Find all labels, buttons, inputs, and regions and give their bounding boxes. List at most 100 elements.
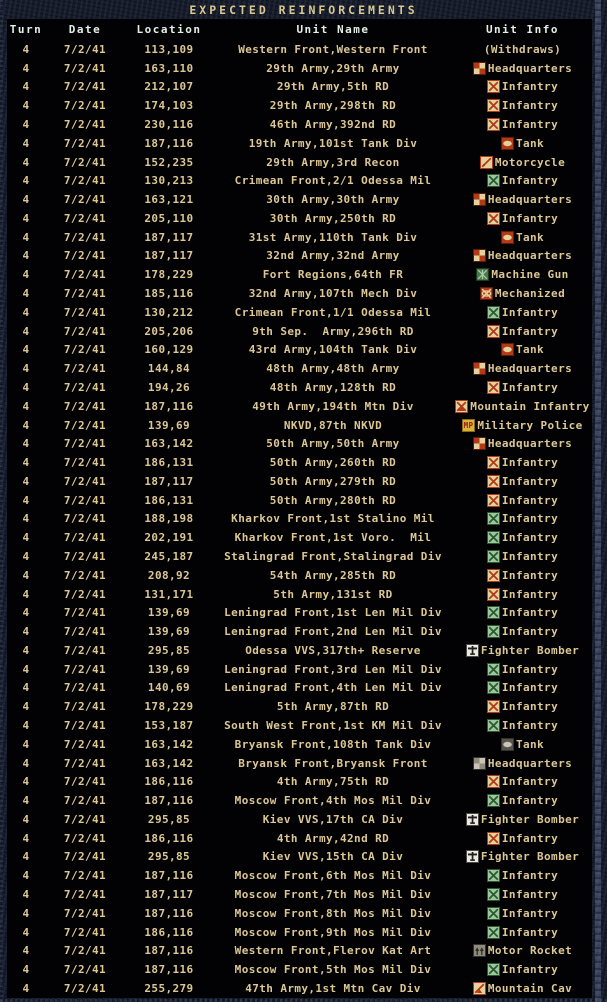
table-row[interactable]: 4 7/2/41 163,142 Bryansk Front,Bryansk Fron… <box>7 754 592 773</box>
location-cell: 187,116 <box>144 136 194 150</box>
table-row[interactable]: 4 7/2/41 187,117 Moscow Front,7th Mos Mil D… <box>7 885 592 904</box>
unit-info-cell: Motorcycle <box>453 155 592 169</box>
unit-name-cell: Moscow Front,6th Mos Mil Div <box>234 869 432 883</box>
infantry-icon <box>486 888 500 902</box>
unit-info-label: Infantry <box>501 888 559 902</box>
unit-info-cell: Tank <box>453 737 592 751</box>
unit-info-cell: Infantry <box>453 963 592 977</box>
infantry-icon <box>486 963 500 977</box>
table-row[interactable]: 4 7/2/41 178,229 Fort Regions,64th FR Machin… <box>7 265 592 284</box>
unit-name-cell: Kiev VVS,15th CA Div <box>262 850 404 864</box>
table-row[interactable]: 4 7/2/41 202,191 Kharkov Front,1st Voro. Mi… <box>7 528 592 547</box>
unit-info-cell: Mechanized <box>453 287 592 301</box>
table-row[interactable]: 4 7/2/41 194,26 48th Army,128th RD Infantry <box>7 378 592 397</box>
table-row[interactable]: 4 7/2/41 186,131 50th Army,260th RD Infantry <box>7 453 592 472</box>
table-row[interactable]: 4 7/2/41 187,116 49th Army,194th Mtn Div Mou… <box>7 397 592 416</box>
unit-info-cell: Infantry <box>453 531 592 545</box>
infantry-icon <box>486 118 500 132</box>
table-row[interactable]: 4 7/2/41 139,69 Leningrad Front,2nd Len Mil… <box>7 622 592 641</box>
table-row[interactable]: 4 7/2/41 130,213 Crimean Front,2/1 Odessa M… <box>7 171 592 190</box>
table-row[interactable]: 4 7/2/41 187,116 Moscow Front,8th Mos Mil D… <box>7 904 592 923</box>
table-row[interactable]: 4 7/2/41 187,116 Moscow Front,6th Mos Mil D… <box>7 866 592 885</box>
table-row[interactable]: 4 7/2/41 163,121 30th Army,30th Army Headqua… <box>7 190 592 209</box>
table-row[interactable]: 4 7/2/41 140,69 Leningrad Front,4th Len Mil… <box>7 679 592 698</box>
table-row[interactable]: 4 7/2/41 187,116 Moscow Front,5th Mos Mil D… <box>7 960 592 979</box>
table-row[interactable]: 4 7/2/41 208,92 54th Army,285th RD Infantry <box>7 566 592 585</box>
header-date: Date <box>68 23 102 36</box>
location-cell: 187,117 <box>144 230 194 244</box>
unit-info-label: Infantry <box>501 531 559 545</box>
date-cell: 7/2/41 <box>63 625 107 639</box>
unit-info-label: Infantry <box>501 380 559 394</box>
table-row[interactable]: 4 7/2/41 139,69 Leningrad Front,3rd Len Mil… <box>7 660 592 679</box>
table-row[interactable]: 4 7/2/41 139,69 NKVD,87th NKVD MP Military Po… <box>7 416 592 435</box>
table-row[interactable]: 4 7/2/41 295,85 Kiev VVS,15th CA Div Fighter… <box>7 848 592 867</box>
table-row[interactable]: 4 7/2/41 187,116 Moscow Front,4th Mos Mil D… <box>7 791 592 810</box>
unit-name-cell: 50th Army,260th RD <box>269 456 397 470</box>
table-row[interactable]: 4 7/2/41 163,142 Bryansk Front,108th Tank D… <box>7 735 592 754</box>
table-row[interactable]: 4 7/2/41 295,85 Odessa VVS,317th+ Reserve Fi… <box>7 641 592 660</box>
unit-name-cell: NKVD,87th NKVD <box>283 418 383 432</box>
table-row[interactable]: 4 7/2/41 212,107 29th Army,5th RD Infantry <box>7 78 592 97</box>
unit-info-cell: Infantry <box>453 80 592 94</box>
table-row[interactable]: 4 7/2/41 163,110 29th Army,29th Army Headqua… <box>7 59 592 78</box>
table-row[interactable]: 4 7/2/41 205,110 30th Army,250th RD Infantry <box>7 209 592 228</box>
unit-info-cell: Infantry <box>453 549 592 563</box>
table-row[interactable]: 4 7/2/41 186,116 4th Army,42nd RD Infantry <box>7 829 592 848</box>
infantry-icon <box>486 681 500 695</box>
table-row[interactable]: 4 7/2/41 186,116 4th Army,75th RD Infantry <box>7 772 592 791</box>
table-row[interactable]: 4 7/2/41 188,198 Kharkov Front,1st Stalino … <box>7 510 592 529</box>
location-cell: 174,103 <box>144 99 194 113</box>
unit-info-cell: Tank <box>453 343 592 357</box>
table-row[interactable]: 4 7/2/41 144,84 48th Army,48th Army Headquar… <box>7 359 592 378</box>
unit-info-cell: Infantry <box>453 324 592 338</box>
date-cell: 7/2/41 <box>63 380 107 394</box>
turn-cell: 4 <box>22 606 30 620</box>
table-row[interactable]: 4 7/2/41 186,131 50th Army,280th RD Infantry <box>7 491 592 510</box>
table-row[interactable]: 4 7/2/41 178,229 5th Army,87th RD Infantry <box>7 697 592 716</box>
unit-info-label: Tank <box>515 230 545 244</box>
unit-info-label: Infantry <box>501 512 559 526</box>
unit-info-label: Fighter Bomber <box>480 812 580 826</box>
table-row[interactable]: 4 7/2/41 295,85 Kiev VVS,17th CA Div Fighter… <box>7 810 592 829</box>
unit-info-label: Infantry <box>501 174 559 188</box>
table-row[interactable]: 4 7/2/41 131,171 5th Army,131st RD Infantry <box>7 585 592 604</box>
unit-name-cell: Moscow Front,7th Mos Mil Div <box>234 888 432 902</box>
table-row[interactable]: 4 7/2/41 152,235 29th Army,3rd Recon Motorcy… <box>7 153 592 172</box>
date-cell: 7/2/41 <box>63 963 107 977</box>
turn-cell: 4 <box>22 568 30 582</box>
location-cell: 187,117 <box>144 888 194 902</box>
table-row[interactable]: 4 7/2/41 245,187 Stalingrad Front,Stalingra… <box>7 547 592 566</box>
table-row[interactable]: 4 7/2/41 174,103 29th Army,298th RD Infantry <box>7 96 592 115</box>
unit-name-cell: Fort Regions,64th FR <box>262 268 404 282</box>
table-row[interactable]: 4 7/2/41 139,69 Leningrad Front,1st Len Mil… <box>7 603 592 622</box>
unit-info-label: Infantry <box>501 324 559 338</box>
table-row[interactable]: 4 7/2/41 187,117 32nd Army,32nd Army Headqua… <box>7 247 592 266</box>
location-cell: 144,84 <box>147 362 191 376</box>
table-row[interactable]: 4 7/2/41 187,116 19th Army,101st Tank Div Ta… <box>7 134 592 153</box>
turn-cell: 4 <box>22 136 30 150</box>
table-row[interactable]: 4 7/2/41 187,117 50th Army,279th RD Infantry <box>7 472 592 491</box>
location-cell: 113,109 <box>144 42 194 56</box>
table-row[interactable]: 4 7/2/41 113,109 Western Front,Western Fron… <box>7 40 592 59</box>
table-row[interactable]: 4 7/2/41 160,129 43rd Army,104th Tank Div Ta… <box>7 341 592 360</box>
turn-cell: 4 <box>22 756 30 770</box>
table-row[interactable]: 4 7/2/41 185,116 32nd Army,107th Mech Div Me… <box>7 284 592 303</box>
unit-info-cell: Headquarters <box>453 756 592 770</box>
unit-name-cell: Bryansk Front,108th Tank Div <box>234 737 432 751</box>
location-cell: 139,69 <box>147 625 191 639</box>
unit-name-cell: 46th Army,392nd RD <box>269 118 397 132</box>
turn-cell: 4 <box>22 831 30 845</box>
table-row[interactable]: 4 7/2/41 187,116 Western Front,Flerov Kat A… <box>7 942 592 961</box>
table-row[interactable]: 4 7/2/41 187,117 31st Army,110th Tank Div Ta… <box>7 228 592 247</box>
table-row[interactable]: 4 7/2/41 163,142 50th Army,50th Army Headqua… <box>7 434 592 453</box>
table-row[interactable]: 4 7/2/41 153,187 South West Front,1st KM Mi… <box>7 716 592 735</box>
unit-name-cell: Kharkov Front,1st Voro. Mil <box>234 531 432 545</box>
table-row[interactable]: 4 7/2/41 230,116 46th Army,392nd RD Infantry <box>7 115 592 134</box>
table-row[interactable]: 4 7/2/41 186,116 Moscow Front,9th Mos Mil D… <box>7 923 592 942</box>
table-row[interactable]: 4 7/2/41 255,279 47th Army,1st Mtn Cav Div M… <box>7 979 592 998</box>
table-row[interactable]: 4 7/2/41 205,206 9th Sep. Army,296th RD Infa… <box>7 322 592 341</box>
date-cell: 7/2/41 <box>63 343 107 357</box>
infantry-icon <box>486 587 500 601</box>
table-row[interactable]: 4 7/2/41 130,212 Crimean Front,1/1 Odessa M… <box>7 303 592 322</box>
